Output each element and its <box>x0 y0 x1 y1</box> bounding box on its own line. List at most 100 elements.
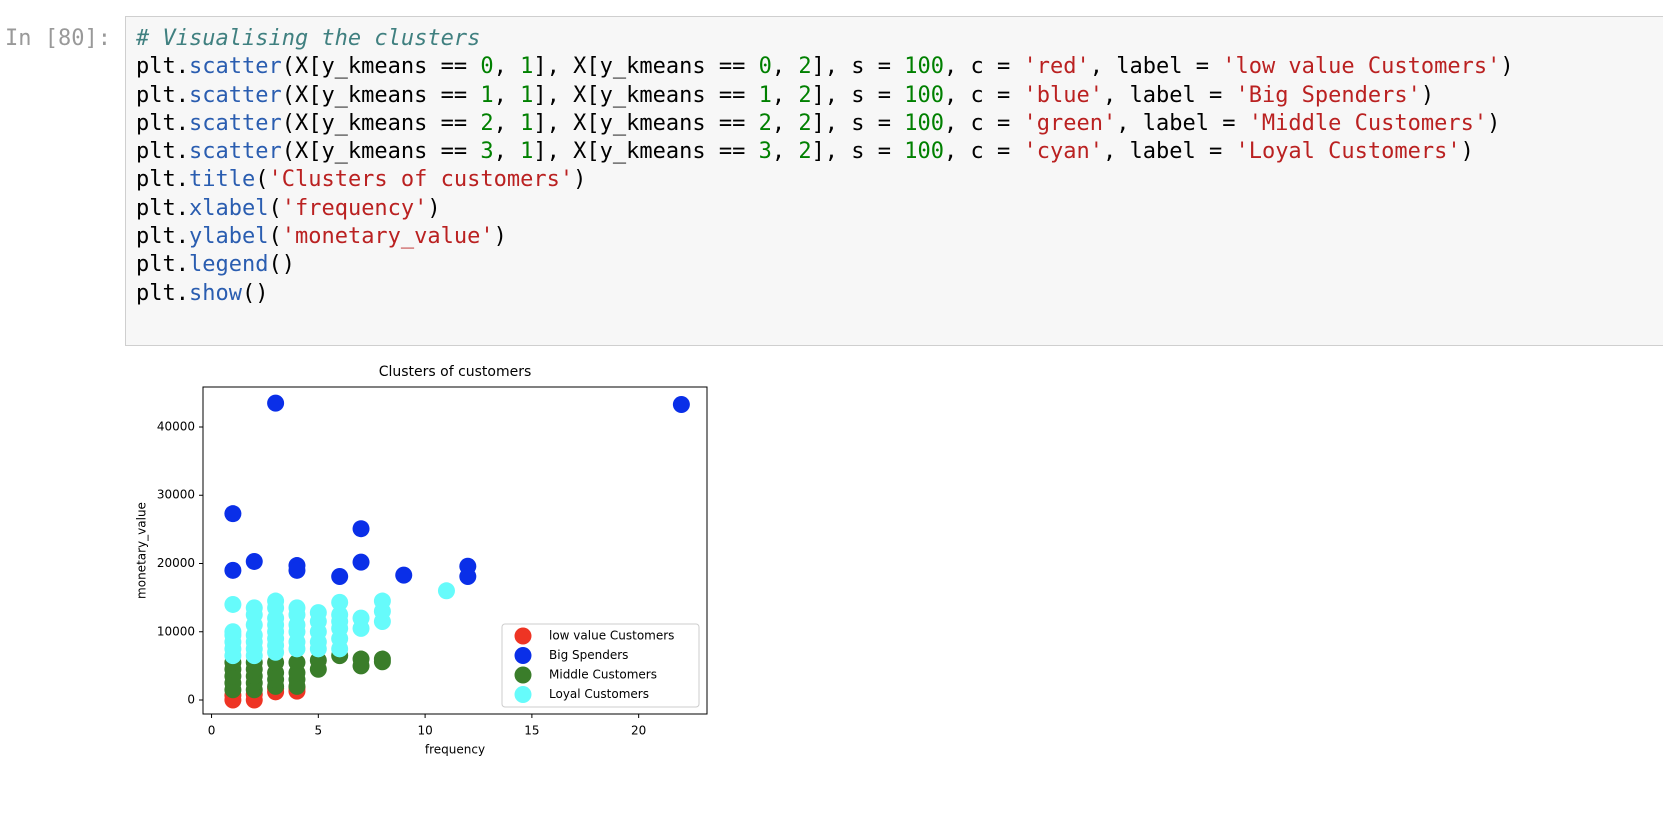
y-tick-label: 0 <box>187 693 195 707</box>
code-line: plt.xlabel('frequency') <box>136 195 1514 223</box>
code-token: ], X[y_kmeans == <box>533 139 759 165</box>
code-token: , label = <box>1089 54 1223 80</box>
code-token: 2 <box>798 54 812 80</box>
code-token: (X[y_kmeans == <box>281 139 481 165</box>
code-token: (X[y_kmeans == <box>281 54 481 80</box>
code-token: ) <box>1487 110 1501 136</box>
legend-marker <box>514 686 532 703</box>
legend-marker <box>514 666 532 684</box>
code-token: , <box>771 82 799 108</box>
code-token: ], s = <box>811 139 905 165</box>
code-token: ) <box>1420 82 1435 108</box>
code-token: , <box>493 82 521 108</box>
legend-label: Middle Customers <box>549 668 657 682</box>
x-tick-label: 15 <box>524 724 539 738</box>
code-token: show <box>188 280 242 306</box>
code-token: 1 <box>480 82 494 108</box>
code-token: , <box>771 110 799 136</box>
code-token: plt. <box>136 252 189 278</box>
code-token: 2 <box>798 139 812 165</box>
y-axis-label: monetary_value <box>135 502 149 599</box>
code-token: ) <box>573 167 587 193</box>
code-token: ], s = <box>811 54 905 80</box>
code-cell[interactable]: # Visualising the clusters plt.scatter(X[… <box>125 16 1663 346</box>
code-token: , c = <box>944 54 1024 80</box>
point <box>288 653 306 671</box>
code-token: ) <box>1500 54 1514 80</box>
point <box>224 505 242 523</box>
code-token: scatter <box>188 139 282 165</box>
x-tick-label: 10 <box>417 724 432 738</box>
axes-frame <box>202 386 708 715</box>
legend-label: low value Customers <box>549 629 674 643</box>
code-token: , <box>493 110 521 136</box>
code-line: # Visualising the clusters <box>136 25 1514 53</box>
code-token: , label = <box>1116 110 1249 136</box>
code-token: ], s = <box>811 110 905 136</box>
code-token: () <box>268 252 295 278</box>
point <box>267 394 285 412</box>
code-token: 1 <box>520 82 534 108</box>
code-token: 1 <box>520 110 534 136</box>
code-token: plt. <box>136 110 189 136</box>
code-token: , <box>771 139 799 165</box>
code-token: 'green' <box>1023 110 1117 136</box>
code-token: plt. <box>136 139 189 165</box>
code-token: 0 <box>758 54 772 80</box>
point <box>373 650 391 668</box>
point <box>352 553 370 571</box>
code-token: (X[y_kmeans == <box>281 82 481 108</box>
legend-marker <box>514 627 532 645</box>
y-tick-label: 30000 <box>157 488 195 502</box>
legend-label: Big Spenders <box>549 648 628 662</box>
point <box>245 552 263 570</box>
code-token: ], X[y_kmeans == <box>533 54 759 80</box>
code-token: , label = <box>1103 82 1236 108</box>
point <box>437 582 455 600</box>
code-token: ], s = <box>811 82 905 108</box>
code-token: ], X[y_kmeans == <box>533 110 759 136</box>
code-line: plt.legend() <box>136 251 1514 279</box>
code-token: 'Middle Customers' <box>1248 110 1488 136</box>
code-token: 'low value Customers' <box>1222 54 1501 80</box>
code-line: plt.scatter(X[y_kmeans == 1, 1], X[y_kme… <box>136 82 1514 110</box>
code-token: 'Big Spenders' <box>1235 82 1421 108</box>
code-token: ylabel <box>188 224 269 250</box>
code-token: 'cyan' <box>1023 139 1103 165</box>
point <box>331 593 349 611</box>
code: # Visualising the clusters plt.scatter(X[… <box>136 25 1514 308</box>
point <box>288 599 306 617</box>
code-token: , <box>771 54 799 80</box>
point <box>267 592 285 610</box>
code-token: scatter <box>188 110 282 136</box>
x-axis-label: frequency <box>425 743 485 757</box>
code-token: 100 <box>904 82 945 108</box>
code-token: plt. <box>136 280 189 306</box>
code-token: ( <box>268 195 282 221</box>
code-token: (X[y_kmeans == <box>281 110 481 136</box>
code-token: title <box>188 167 256 193</box>
point <box>459 567 477 585</box>
code-token: 3 <box>480 139 494 165</box>
code-token: 2 <box>798 110 812 136</box>
code-token: 'monetary_value' <box>281 224 494 250</box>
point <box>245 599 263 617</box>
code-token: 1 <box>520 54 534 80</box>
point <box>373 592 391 610</box>
point <box>331 567 349 585</box>
code-token: ) <box>427 195 441 221</box>
chart-title: Clusters of customers <box>379 364 532 380</box>
code-token: scatter <box>188 82 282 108</box>
code-token: plt. <box>136 54 189 80</box>
code-token: 2 <box>758 110 772 136</box>
point <box>288 561 306 579</box>
code-line: plt.ylabel('monetary_value') <box>136 223 1514 251</box>
legend-label: Loyal Customers <box>549 687 649 701</box>
code-token: 100 <box>904 139 945 165</box>
code-token: 100 <box>904 54 945 80</box>
code-token: , <box>493 139 521 165</box>
code-token: , c = <box>944 110 1024 136</box>
code-token: , label = <box>1103 139 1236 165</box>
code-line: plt.show() <box>136 280 1514 308</box>
